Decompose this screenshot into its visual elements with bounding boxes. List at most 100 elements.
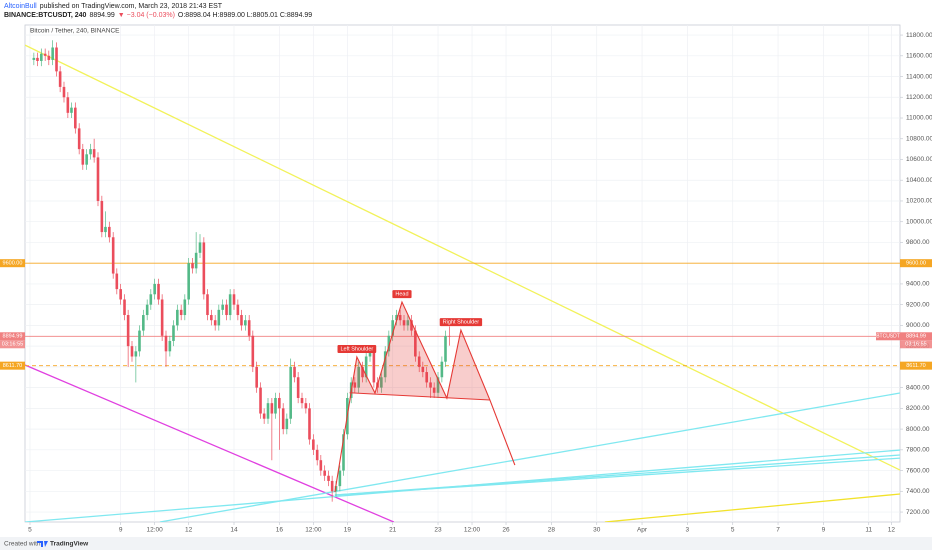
brand-logo [37,541,48,547]
candle-body [179,309,183,316]
x-tick-label: 28 [548,527,556,534]
candle-body [62,86,66,98]
price-box-right [900,332,932,341]
candle-body [183,299,187,316]
candle-body [145,304,149,316]
candle-body [402,320,406,326]
y-tick-label: 11800.00 [906,32,932,39]
x-tick-label: 14 [230,527,238,534]
candle-body [330,480,334,492]
candle-body [353,382,357,388]
change: ▼ −3.04 (−0.03%) [118,12,175,19]
price-box-right [900,361,932,370]
candle-body [414,330,417,357]
price-label-left: 8611.70 [3,363,22,369]
price-label-right: 8611.70 [906,363,925,369]
candle-body [134,351,138,357]
candle-body [262,413,266,419]
pattern-label: Left Shoulder [341,346,374,352]
candle-body [66,97,70,113]
candle-body [104,226,107,233]
candle-body [187,263,190,300]
x-tick-label: 26 [502,527,510,534]
candle-body [270,403,274,414]
x-tick-label: 12:00 [305,527,322,534]
y-tick-label: 11200.00 [906,94,932,101]
footer-brand: TradingView [50,541,89,548]
candle-body [217,309,221,326]
candle-body [247,320,251,336]
y-tick-label: 9400.00 [906,281,930,288]
candle-body [368,351,372,357]
candle-body [138,330,141,352]
candle-body [319,460,323,471]
candle-body [432,387,436,393]
candle-body [149,294,153,305]
x-tick-label: 5 [731,527,735,534]
pattern-label-box [337,345,377,354]
price-label-left: 8894.99 [3,334,23,340]
candle-body [164,335,168,352]
footer-bar [0,537,932,550]
x-tick-label: 12 [888,527,896,534]
y-tick-label: 10800.00 [906,135,932,142]
candle-body [436,377,440,393]
candle-body [77,128,81,150]
pattern-label-box [439,318,483,327]
candle-body [157,283,160,300]
y-tick-label: 9200.00 [906,301,930,308]
author: AltcoinBull [4,3,37,10]
x-tick-label: Apr [637,527,648,534]
x-tick-label: 3 [686,527,690,534]
candle-body [206,294,209,316]
y-tick-label: 7200.00 [906,509,930,516]
published: published on TradingView.com, March 23, … [40,3,223,10]
candle-body [108,226,111,238]
candle-body [142,315,145,331]
candle-body [285,418,289,430]
candle-body [308,408,311,440]
pattern-label: Head [395,292,408,298]
candle-body [361,366,364,378]
x-tick-label: 21 [389,527,397,534]
candle-body [293,366,296,378]
countdown-box-right [900,340,932,349]
y-tick-label: 11600.00 [906,53,932,60]
x-tick-label: 12:00 [464,527,481,534]
pattern-label: Right Shoulder [443,320,480,326]
plot-frame [24,24,901,523]
candle-body [191,263,194,269]
candle-body [417,356,421,367]
candle-body [47,55,51,60]
candle-body [210,315,213,321]
candle-body [383,351,387,378]
candle-body [357,366,360,388]
candle-body [334,486,338,492]
ohlc: O:8898.04 H:8989.00 L:8805.01 C:8894.99 [178,12,312,19]
header-line-2: BINANCE:BTCUSDT, 240 8894.99 ▼ −3.04 (−0.0… [4,12,312,19]
candle-body [36,57,39,61]
x-tick-label: 16 [276,527,284,534]
candle-body [259,387,262,414]
candle-body [406,320,410,326]
y-tick-label: 10000.00 [906,218,932,225]
x-tick-label: 23 [434,527,442,534]
candle-body [168,340,172,352]
y-tick-label: 7800.00 [906,447,930,454]
candle-body [312,439,315,450]
price-label-right: 8894.99 [906,334,926,340]
candle-body [176,309,179,326]
candle-body [81,149,85,165]
x-tick-label: 11 [865,527,872,534]
candle-body [372,351,376,383]
y-tick-label: 10400.00 [906,177,932,184]
symbol: BINANCE:BTCUSDT, 240 [4,12,87,19]
candle-body [289,366,292,419]
candle-body [387,335,391,352]
candle-body [255,366,258,388]
countdown-right: 03:16:55 [905,342,926,348]
y-tick-label: 8200.00 [906,405,930,412]
x-tick-label: 12 [185,527,193,534]
y-tick-label: 9800.00 [906,239,930,246]
